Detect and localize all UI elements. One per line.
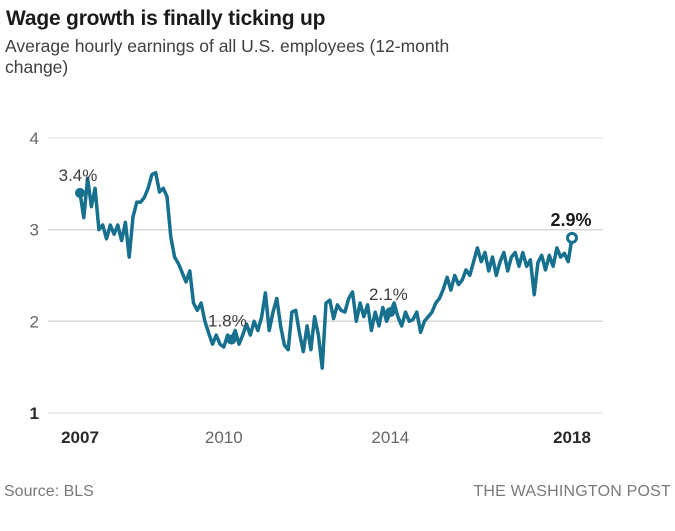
data-point-marker <box>385 307 396 318</box>
data-point-markers <box>75 187 578 345</box>
y-tick-label: 4 <box>30 129 39 148</box>
annotation-label: 2.1% <box>369 285 408 304</box>
data-point-marker <box>75 187 85 198</box>
data-point-marker <box>226 334 237 345</box>
x-tick-label: 2010 <box>205 428 243 447</box>
annotation-label: 3.4% <box>59 166 98 185</box>
x-tick-label: 2007 <box>61 428 99 447</box>
x-tick-label: 2014 <box>371 428 409 447</box>
chart-title: Wage growth is finally ticking up <box>6 7 326 30</box>
y-tick-label: 1 <box>30 404 39 423</box>
annotation-label: 1.8% <box>208 312 247 331</box>
y-tick-label: 2 <box>30 312 39 331</box>
x-tick-label: 2018 <box>553 428 591 447</box>
publisher-credit: THE WASHINGTON POST <box>473 483 671 500</box>
chart-subtitle: Average hourly earnings of all U.S. empl… <box>5 36 450 77</box>
trend-line <box>78 170 574 370</box>
trend-line-group <box>78 170 574 370</box>
source-note: Source: BLS <box>4 483 94 500</box>
gridlines <box>48 137 603 414</box>
annotation-label: 2.9% <box>550 210 591 230</box>
y-tick-label: 3 <box>30 221 39 240</box>
axis-and-annotation-labels: 4 3 2 1 2007 2010 2014 2018 3.4% 1.8% 2.1% 2.9% <box>30 129 592 447</box>
data-point-marker-open <box>566 231 578 244</box>
